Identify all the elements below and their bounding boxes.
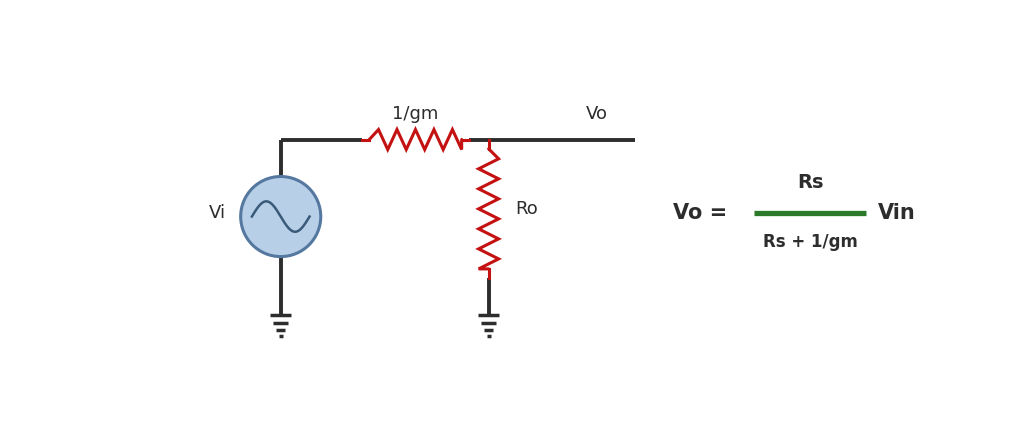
Text: Vo: Vo [586, 105, 607, 122]
Text: Rs: Rs [797, 173, 823, 192]
Text: Vo =: Vo = [674, 203, 735, 223]
Text: Vin: Vin [878, 203, 915, 223]
Text: Ro: Ro [515, 200, 539, 218]
Text: Rs + 1/gm: Rs + 1/gm [763, 233, 857, 252]
Text: 1/gm: 1/gm [392, 105, 438, 122]
Circle shape [241, 176, 321, 257]
Text: Vi: Vi [209, 204, 226, 222]
